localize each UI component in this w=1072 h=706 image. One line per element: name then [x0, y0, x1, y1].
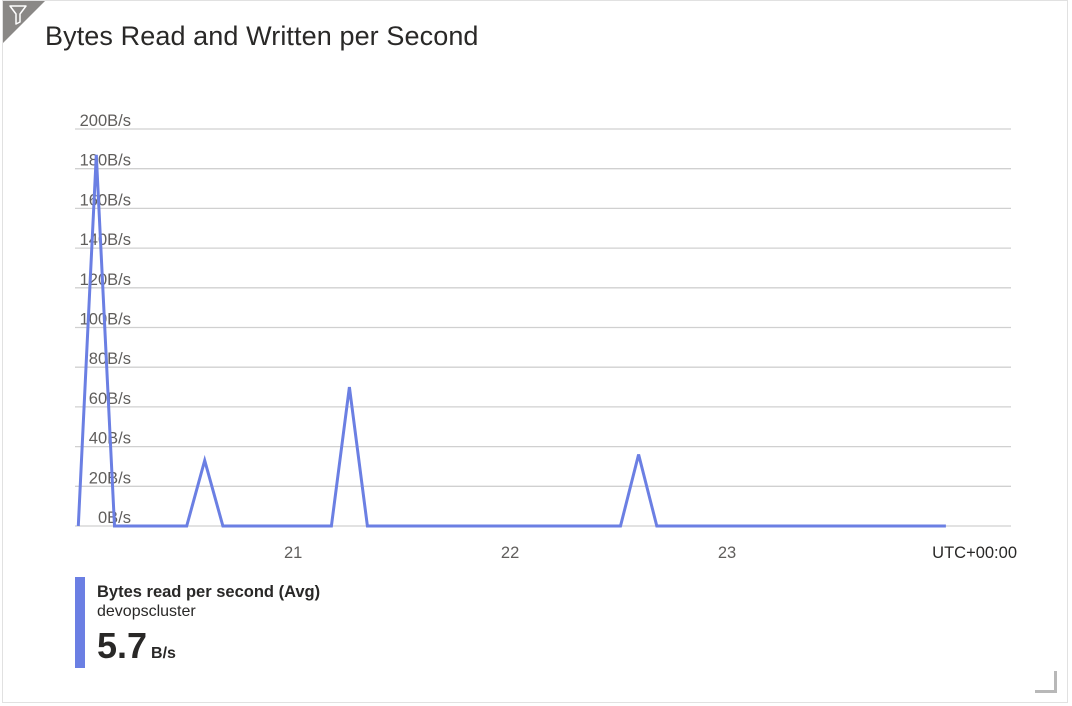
x-tick-label: 21 [284, 544, 302, 562]
y-tick-label: 160B/s [80, 191, 131, 209]
y-tick-label: 80B/s [89, 350, 131, 368]
legend-summary-value: 5.7 [97, 625, 148, 666]
x-axis-ticks: 21 22 23 [284, 544, 736, 562]
legend-resource-name: devopscluster [97, 603, 196, 620]
legend-summary-unit: B/s [151, 645, 176, 662]
filter-icon[interactable] [9, 5, 27, 25]
resize-handle-icon[interactable] [1035, 671, 1057, 693]
y-tick-label: 20B/s [89, 469, 131, 487]
y-tick-label: 180B/s [80, 152, 131, 170]
x-tick-label: 22 [501, 544, 519, 562]
y-tick-label: 200B/s [80, 112, 131, 130]
legend-summary: 5.7 B/s [97, 626, 320, 674]
filter-corner[interactable] [3, 1, 45, 43]
grid-lines [75, 128, 1011, 527]
y-tick-label: 140B/s [80, 231, 131, 249]
series-line[interactable] [76, 154, 946, 528]
timezone-label: UTC+00:00 [932, 544, 1017, 562]
y-axis-ticks: 0B/s20B/s40B/s60B/s80B/s100B/s120B/s140B… [80, 112, 131, 527]
line-chart: 0B/s20B/s40B/s60B/s80B/s100B/s120B/s140B… [75, 112, 1017, 562]
x-tick-label: 23 [718, 544, 736, 562]
y-tick-label: 120B/s [80, 271, 131, 289]
tile-title: Bytes Read and Written per Second [45, 21, 479, 51]
y-tick-label: 60B/s [89, 390, 131, 408]
legend-series-name: Bytes read per second (Avg) [97, 583, 321, 601]
legend-color-bar [75, 577, 85, 668]
series-layer [76, 154, 946, 528]
